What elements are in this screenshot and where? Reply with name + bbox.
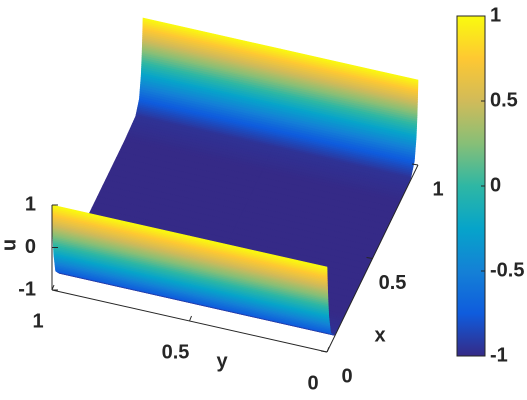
- y-tick-label: 0.5: [162, 341, 190, 363]
- y-tick: [326, 346, 330, 353]
- colorbar-tick-label: -1: [490, 344, 508, 366]
- surface-cell: [140, 53, 280, 107]
- surface-cell: [279, 48, 419, 101]
- colorbar: [456, 15, 486, 357]
- z-tick-label: -1: [18, 278, 36, 300]
- x-tick: [366, 257, 373, 259]
- surface-cell: [141, 37, 281, 85]
- surface-cell: [276, 105, 417, 162]
- surface-cell: [279, 68, 418, 116]
- surface-cell: [272, 129, 415, 179]
- y-tick: [189, 315, 192, 322]
- y-axis-label: y: [216, 350, 228, 372]
- colorbar-tick-label: -0.5: [490, 259, 524, 281]
- surface-cell: [278, 84, 418, 138]
- y-tick: [51, 284, 55, 291]
- x-tick-label: 1: [432, 178, 443, 200]
- surface-cell: [52, 222, 191, 269]
- surface-cell: [53, 254, 194, 303]
- colorbar-tick-label: 0: [490, 174, 501, 196]
- surface-cell: [124, 115, 274, 172]
- axes: -1 0 1 0 0.5 1 0 0.5 1: [18, 163, 444, 394]
- x-tick: [411, 163, 419, 166]
- surface-strip: [189, 235, 328, 270]
- surface-cell: [189, 235, 328, 286]
- colorbar-tick-label: 0.5: [490, 89, 518, 111]
- z-tick-label: 0: [25, 236, 36, 258]
- surface-cell: [51, 204, 191, 255]
- x-tick-label: 0: [341, 365, 352, 387]
- y-tick-label: 0: [307, 372, 318, 394]
- y-tick-label: 1: [32, 310, 43, 332]
- z-axis-label: u: [0, 239, 20, 251]
- colorbar-tick-label: 1: [490, 4, 501, 26]
- surface: [51, 17, 419, 336]
- x-tick: [320, 350, 328, 353]
- surface-cell: [189, 253, 329, 300]
- surface-cell: [190, 267, 330, 318]
- x-tick-label: 0.5: [379, 272, 407, 294]
- z-tick-label: 1: [25, 193, 36, 215]
- surface-cell: [190, 285, 331, 334]
- x-axis-label: x: [374, 324, 385, 346]
- surface-cell: [261, 146, 412, 203]
- surface-cell: [142, 17, 281, 70]
- surface-cell: [135, 98, 278, 148]
